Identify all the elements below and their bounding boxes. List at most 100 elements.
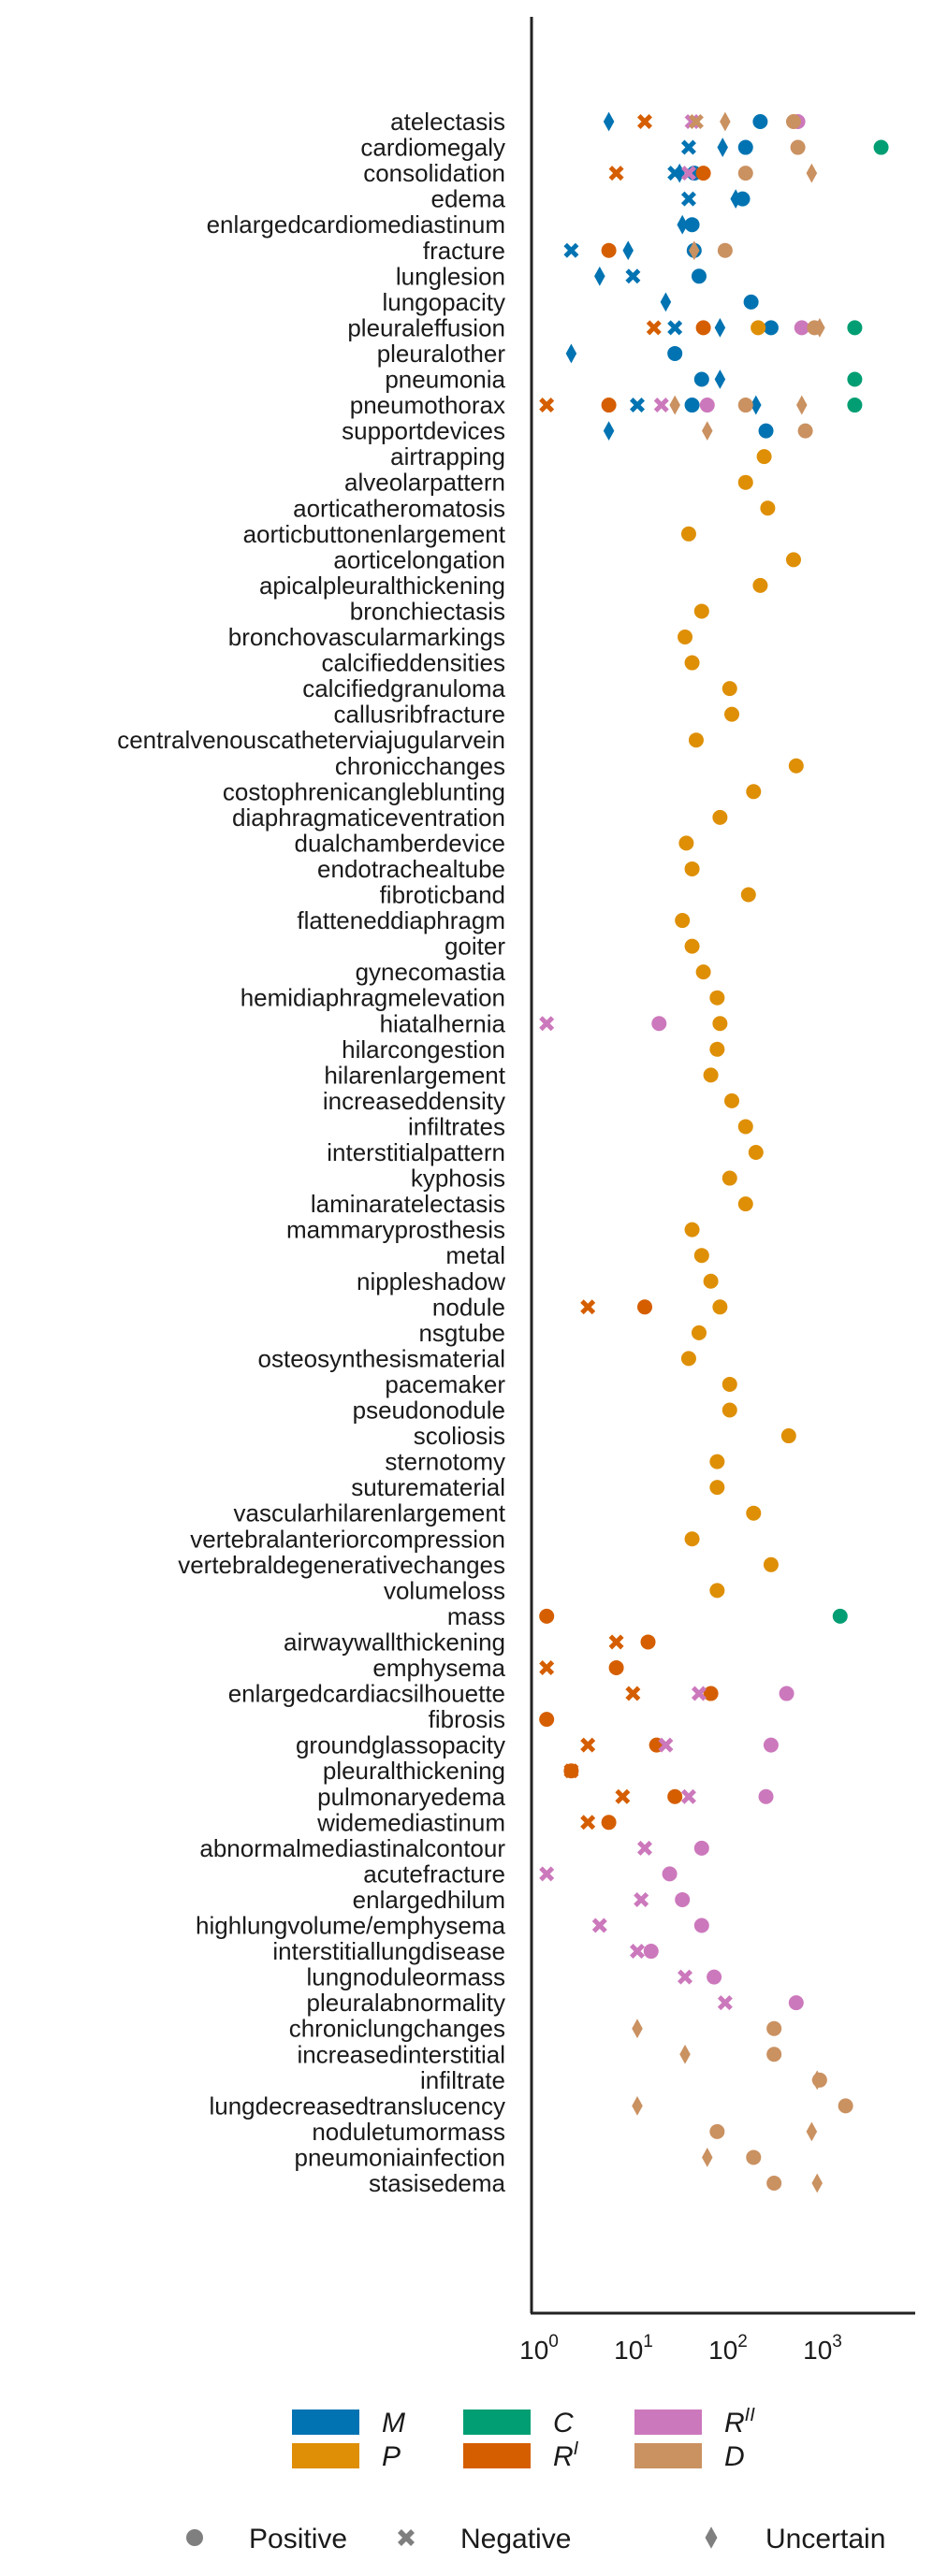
- legend-swatch-rii: [634, 2410, 702, 2435]
- point-r-i-pleuralthickening-circle: [563, 1763, 579, 1779]
- category-label: volumeloss: [384, 1576, 505, 1604]
- category-label: pulmonaryedema: [317, 1783, 505, 1811]
- point-r-i-groundglassopacity-x: [580, 1737, 596, 1753]
- category-label: aorticbuttonenlargement: [243, 520, 506, 548]
- legend-marker-diamond: [705, 2526, 718, 2549]
- point-p-flatteneddiaphragm-circle: [675, 913, 691, 929]
- point-p-vertebralanteriorcompression-circle: [684, 1531, 700, 1547]
- category-label: hemidiaphragmelevation: [241, 984, 505, 1012]
- category-label: fracture: [423, 237, 505, 265]
- category-labels: atelectasiscardiomegalyconsolidationedem…: [117, 108, 506, 2197]
- category-label: hilarenlargement: [324, 1061, 505, 1089]
- point-d-pneumothorax-diamond: [669, 395, 680, 415]
- point-d-pneumoniainfection-diamond: [702, 2148, 713, 2167]
- point-p-hilarcongestion-circle: [709, 1041, 725, 1057]
- point-r-ii-highlungvolume-emphysema-circle: [693, 1918, 709, 1933]
- point-d-pneumoniainfection-circle: [746, 2149, 762, 2165]
- point-d-atelectasis-diamond: [720, 111, 731, 132]
- point-d-pneumothorax-diamond: [796, 395, 808, 415]
- category-label: dualchamberdevice: [295, 829, 505, 857]
- category-label: increaseddensity: [323, 1087, 505, 1115]
- category-label: fibrosis: [429, 1705, 505, 1733]
- category-label: enlargedhilum: [353, 1886, 505, 1914]
- point-m-edema-x: [680, 191, 696, 207]
- x-tick-base: 10: [803, 2336, 832, 2365]
- point-m-edema-circle: [735, 191, 751, 207]
- category-label: pleuralother: [377, 340, 506, 368]
- category-label: mass: [447, 1602, 505, 1630]
- point-c-pleuraleffusion-circle: [847, 320, 863, 336]
- category-label: bronchovascularmarkings: [228, 623, 505, 651]
- category-label: interstitiallungdisease: [272, 1937, 505, 1965]
- category-label: infiltrates: [408, 1112, 505, 1140]
- point-r-i-emphysema-circle: [608, 1660, 624, 1675]
- category-label: pseudonodule: [353, 1397, 505, 1425]
- point-m-cardiomegaly-circle: [737, 139, 753, 155]
- point-r-i-consolidation-x: [608, 166, 624, 181]
- series-r-i: [539, 114, 719, 1831]
- point-p-volumeloss-circle: [709, 1583, 725, 1599]
- point-r-i-pneumothorax-circle: [601, 398, 617, 413]
- point-r-i-fibrosis-circle: [539, 1712, 555, 1728]
- point-c-mass-circle: [832, 1608, 848, 1624]
- legend-label-base: R: [724, 2408, 745, 2439]
- point-r-i-pulmonaryedema-x: [615, 1788, 631, 1804]
- point-p-nsgtube-circle: [691, 1324, 707, 1340]
- category-label: pneumoniainfection: [295, 2143, 506, 2171]
- category-label: vertebralanteriorcompression: [190, 1525, 505, 1553]
- point-m-pneumonia-diamond: [714, 369, 726, 389]
- point-m-cardiomegaly-diamond: [717, 137, 728, 157]
- point-p-pseudonodule-circle: [722, 1402, 737, 1418]
- legend-label-base: D: [724, 2441, 745, 2472]
- point-p-hilarenlargement-circle: [703, 1067, 719, 1083]
- category-label: lungdecreasedtranslucency: [209, 2091, 505, 2120]
- point-d-stasisedema-circle: [766, 2176, 782, 2191]
- point-c-pneumothorax-circle: [847, 398, 863, 413]
- point-p-kyphosis-circle: [722, 1170, 737, 1186]
- point-m-fracture-diamond: [622, 240, 634, 261]
- point-p-chronicchanges-circle: [788, 758, 804, 774]
- x-tick-labels: 100 101 102 103: [519, 2332, 842, 2365]
- point-p-suturematerial-circle: [709, 1480, 725, 1496]
- point-m-lunglesion-diamond: [594, 266, 605, 286]
- point-p-nodule-circle: [712, 1299, 728, 1315]
- category-label: nodule: [432, 1293, 505, 1321]
- point-m-enlargedcardiomediastinum-circle: [684, 217, 700, 233]
- point-r-i-consolidation-circle: [695, 166, 711, 181]
- legend-label-base: R: [553, 2441, 574, 2472]
- category-label: atelectasis: [390, 108, 505, 136]
- legend-marker-x: [398, 2529, 415, 2546]
- legend-swatch-m: [292, 2410, 359, 2435]
- category-label: lungopacity: [382, 288, 505, 316]
- point-m-pleuraleffusion-diamond: [714, 318, 726, 338]
- category-label: lunglesion: [396, 262, 505, 290]
- x-tick-base: 10: [708, 2336, 737, 2365]
- point-d-chroniclungchanges-circle: [766, 2020, 782, 2036]
- legend-label: M: [382, 2408, 405, 2439]
- point-m-fracture-x: [563, 242, 579, 258]
- legend-swatch-ri: [463, 2443, 531, 2468]
- point-r-i-widemediastinum-circle: [601, 1815, 617, 1831]
- point-p-calcifiedgranuloma-circle: [722, 681, 737, 697]
- legend-swatch-d: [634, 2443, 702, 2468]
- category-label: apicalpleuralthickening: [259, 572, 505, 600]
- category-label: scoliosis: [414, 1422, 505, 1450]
- x-tick-label: 101: [614, 2332, 653, 2365]
- point-p-vertebraldegenerativechanges-circle: [763, 1556, 779, 1572]
- axes: [530, 17, 915, 2315]
- point-d-increasedinterstitial-diamond: [679, 2044, 691, 2064]
- point-m-cardiomegaly-x: [680, 139, 696, 155]
- point-r-ii-pneumothorax-x: [653, 398, 669, 413]
- category-label: interstitialpattern: [327, 1138, 505, 1166]
- point-p-endotrachealtube-circle: [684, 861, 700, 876]
- point-m-pneumothorax-x: [630, 398, 645, 413]
- point-d-lungdecreasedtranslucency-circle: [838, 2098, 853, 2114]
- point-m-atelectasis-circle: [752, 114, 768, 129]
- legend-marker-circle: [186, 2529, 203, 2546]
- category-label: aorticatheromatosis: [293, 494, 505, 522]
- point-r-i-nodule-circle: [636, 1299, 652, 1315]
- category-label: alveolarpattern: [344, 469, 505, 497]
- point-m-pleuraleffusion-circle: [763, 320, 779, 336]
- point-r-ii-pneumothorax-circle: [699, 398, 715, 413]
